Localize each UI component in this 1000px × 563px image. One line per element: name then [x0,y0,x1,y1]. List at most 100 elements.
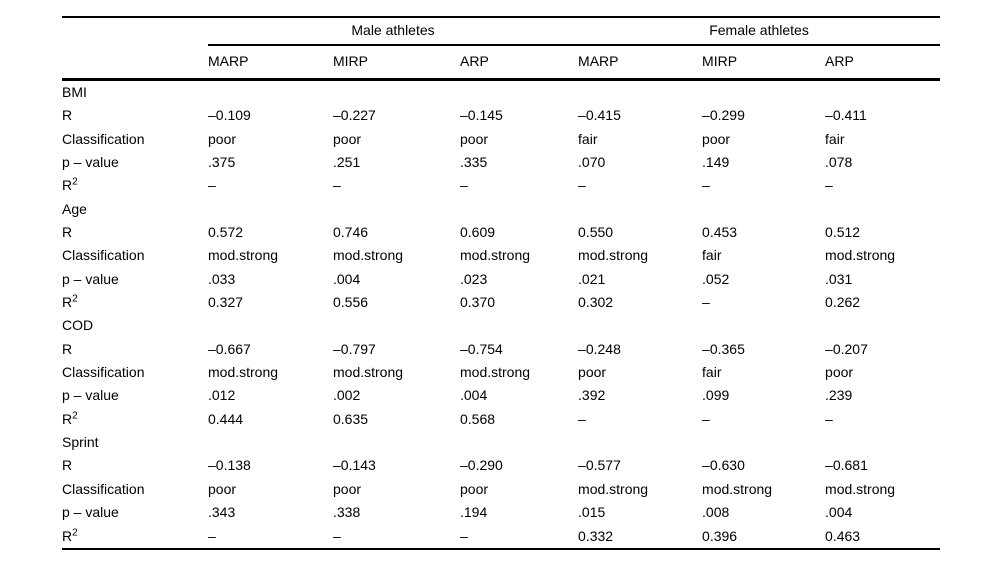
value-cell: mod.strong [825,247,896,264]
col-header-male-marp: MARP [208,45,333,81]
value-cell: .002 [333,387,361,404]
row-label: R [62,107,73,124]
value-cell: .021 [578,270,606,287]
value-cell: –0.630 [702,457,745,474]
value-cell: 0.512 [825,224,861,241]
value-cell: – [702,177,710,194]
superscript: 2 [72,410,78,422]
value-cell: – [460,527,468,544]
value-cell: .004 [825,504,853,521]
value-cell: .338 [333,504,361,521]
value-cell: 0.568 [460,410,496,427]
value-cell: –0.797 [333,340,376,357]
value-cell: .012 [208,387,236,404]
group-header-row: Male athletes Female athletes [62,17,941,46]
value-cell: mod.strong [578,247,649,264]
value-cell: .335 [460,154,488,170]
value-cell: – [333,177,341,194]
metric-row: R2 – – – 0.332 0.396 0.463 [62,525,940,549]
value-cell: –0.145 [460,107,503,124]
value-cell: mod.strong [825,480,896,497]
value-cell: –0.138 [208,457,251,474]
value-cell: –0.248 [578,340,621,357]
row-label: p – value [62,504,119,521]
value-cell: .023 [460,270,488,287]
value-cell: .078 [825,154,853,170]
row-label: p – value [62,387,119,404]
row-label: Classification [62,130,145,147]
value-cell: mod.strong [702,480,773,497]
value-cell: poor [460,480,489,497]
value-cell: 0.556 [333,294,369,311]
value-cell: .099 [702,387,730,404]
value-cell: .052 [702,270,730,287]
value-cell: 0.609 [460,224,496,241]
metric-row: p – value .375 .251 .335 .070 .149 .078 [62,151,940,174]
value-cell: – [702,410,710,427]
value-cell: .392 [578,387,606,404]
value-cell: –0.227 [333,107,376,124]
col-header-male-arp: ARP [460,45,579,81]
col-header-female-mirp: MIRP [702,45,826,81]
value-cell: 0.302 [578,294,614,311]
value-cell: poor [825,364,854,381]
value-cell: – [208,177,216,194]
value-cell: 0.463 [825,527,861,544]
col-header-female-arp: ARP [825,45,941,81]
corner-cell [62,17,208,45]
section-label: Sprint [62,434,99,451]
value-cell: –0.109 [208,107,251,124]
value-cell: poor [333,130,362,147]
value-cell: .149 [702,154,730,170]
table-body: BMI R –0.109 –0.227 –0.145 –0.415 –0.299 –0.411… [62,80,940,549]
value-cell: –0.365 [702,340,745,357]
value-cell: – [578,410,586,427]
value-cell: – [578,177,586,194]
value-cell: 0.370 [460,294,496,311]
value-cell: fair [702,247,722,264]
value-cell: poor [702,130,731,147]
metric-row: R2 – – – – – – [62,174,940,197]
value-cell: mod.strong [460,247,531,264]
col-header-male-mirp: MIRP [333,45,460,81]
metric-row: Classification poor poor poor fair poor fair [62,128,940,151]
value-cell: 0.262 [825,294,861,311]
value-cell: mod.strong [208,247,279,264]
value-cell: .004 [333,270,361,287]
superscript: 2 [72,526,78,538]
value-cell: –0.667 [208,340,251,357]
metric-row: R –0.667 –0.797 –0.754 –0.248 –0.365 –0.207 [62,338,940,361]
section-label: Age [62,200,87,217]
column-header-row: MARP MIRP ARP MARP MIRP ARP [62,45,941,81]
value-cell: mod.strong [333,364,404,381]
value-cell: – [825,410,833,427]
value-cell: mod.strong [333,247,404,264]
metric-row: Classification mod.strong mod.strong mod.st… [62,361,940,384]
section-row: Sprint [62,431,940,454]
row-label: Classification [62,364,145,381]
value-cell: poor [208,480,237,497]
row-label: p – value [62,270,119,287]
value-cell: .239 [825,387,853,404]
value-cell: –0.415 [578,107,621,124]
value-cell: 0.332 [578,527,614,544]
superscript: 2 [72,293,78,305]
section-row: BMI [62,80,940,105]
row-label: R2 [62,293,78,311]
row-label: R [62,340,73,357]
value-cell: –0.754 [460,340,503,357]
value-cell: –0.681 [825,457,868,474]
metric-row: Classification mod.strong mod.strong mod.st… [62,244,940,267]
value-cell: 0.444 [208,410,244,427]
value-cell: fair [702,364,722,381]
male-athletes-header: Male athletes [208,17,579,46]
value-cell: 0.746 [333,224,369,241]
value-cell: mod.strong [208,364,279,381]
value-cell: 0.453 [702,224,738,241]
value-cell: .251 [333,154,361,170]
row-label: R2 [62,410,78,427]
section-label: BMI [62,83,87,100]
value-cell: 0.572 [208,224,244,241]
superscript: 2 [72,176,78,188]
